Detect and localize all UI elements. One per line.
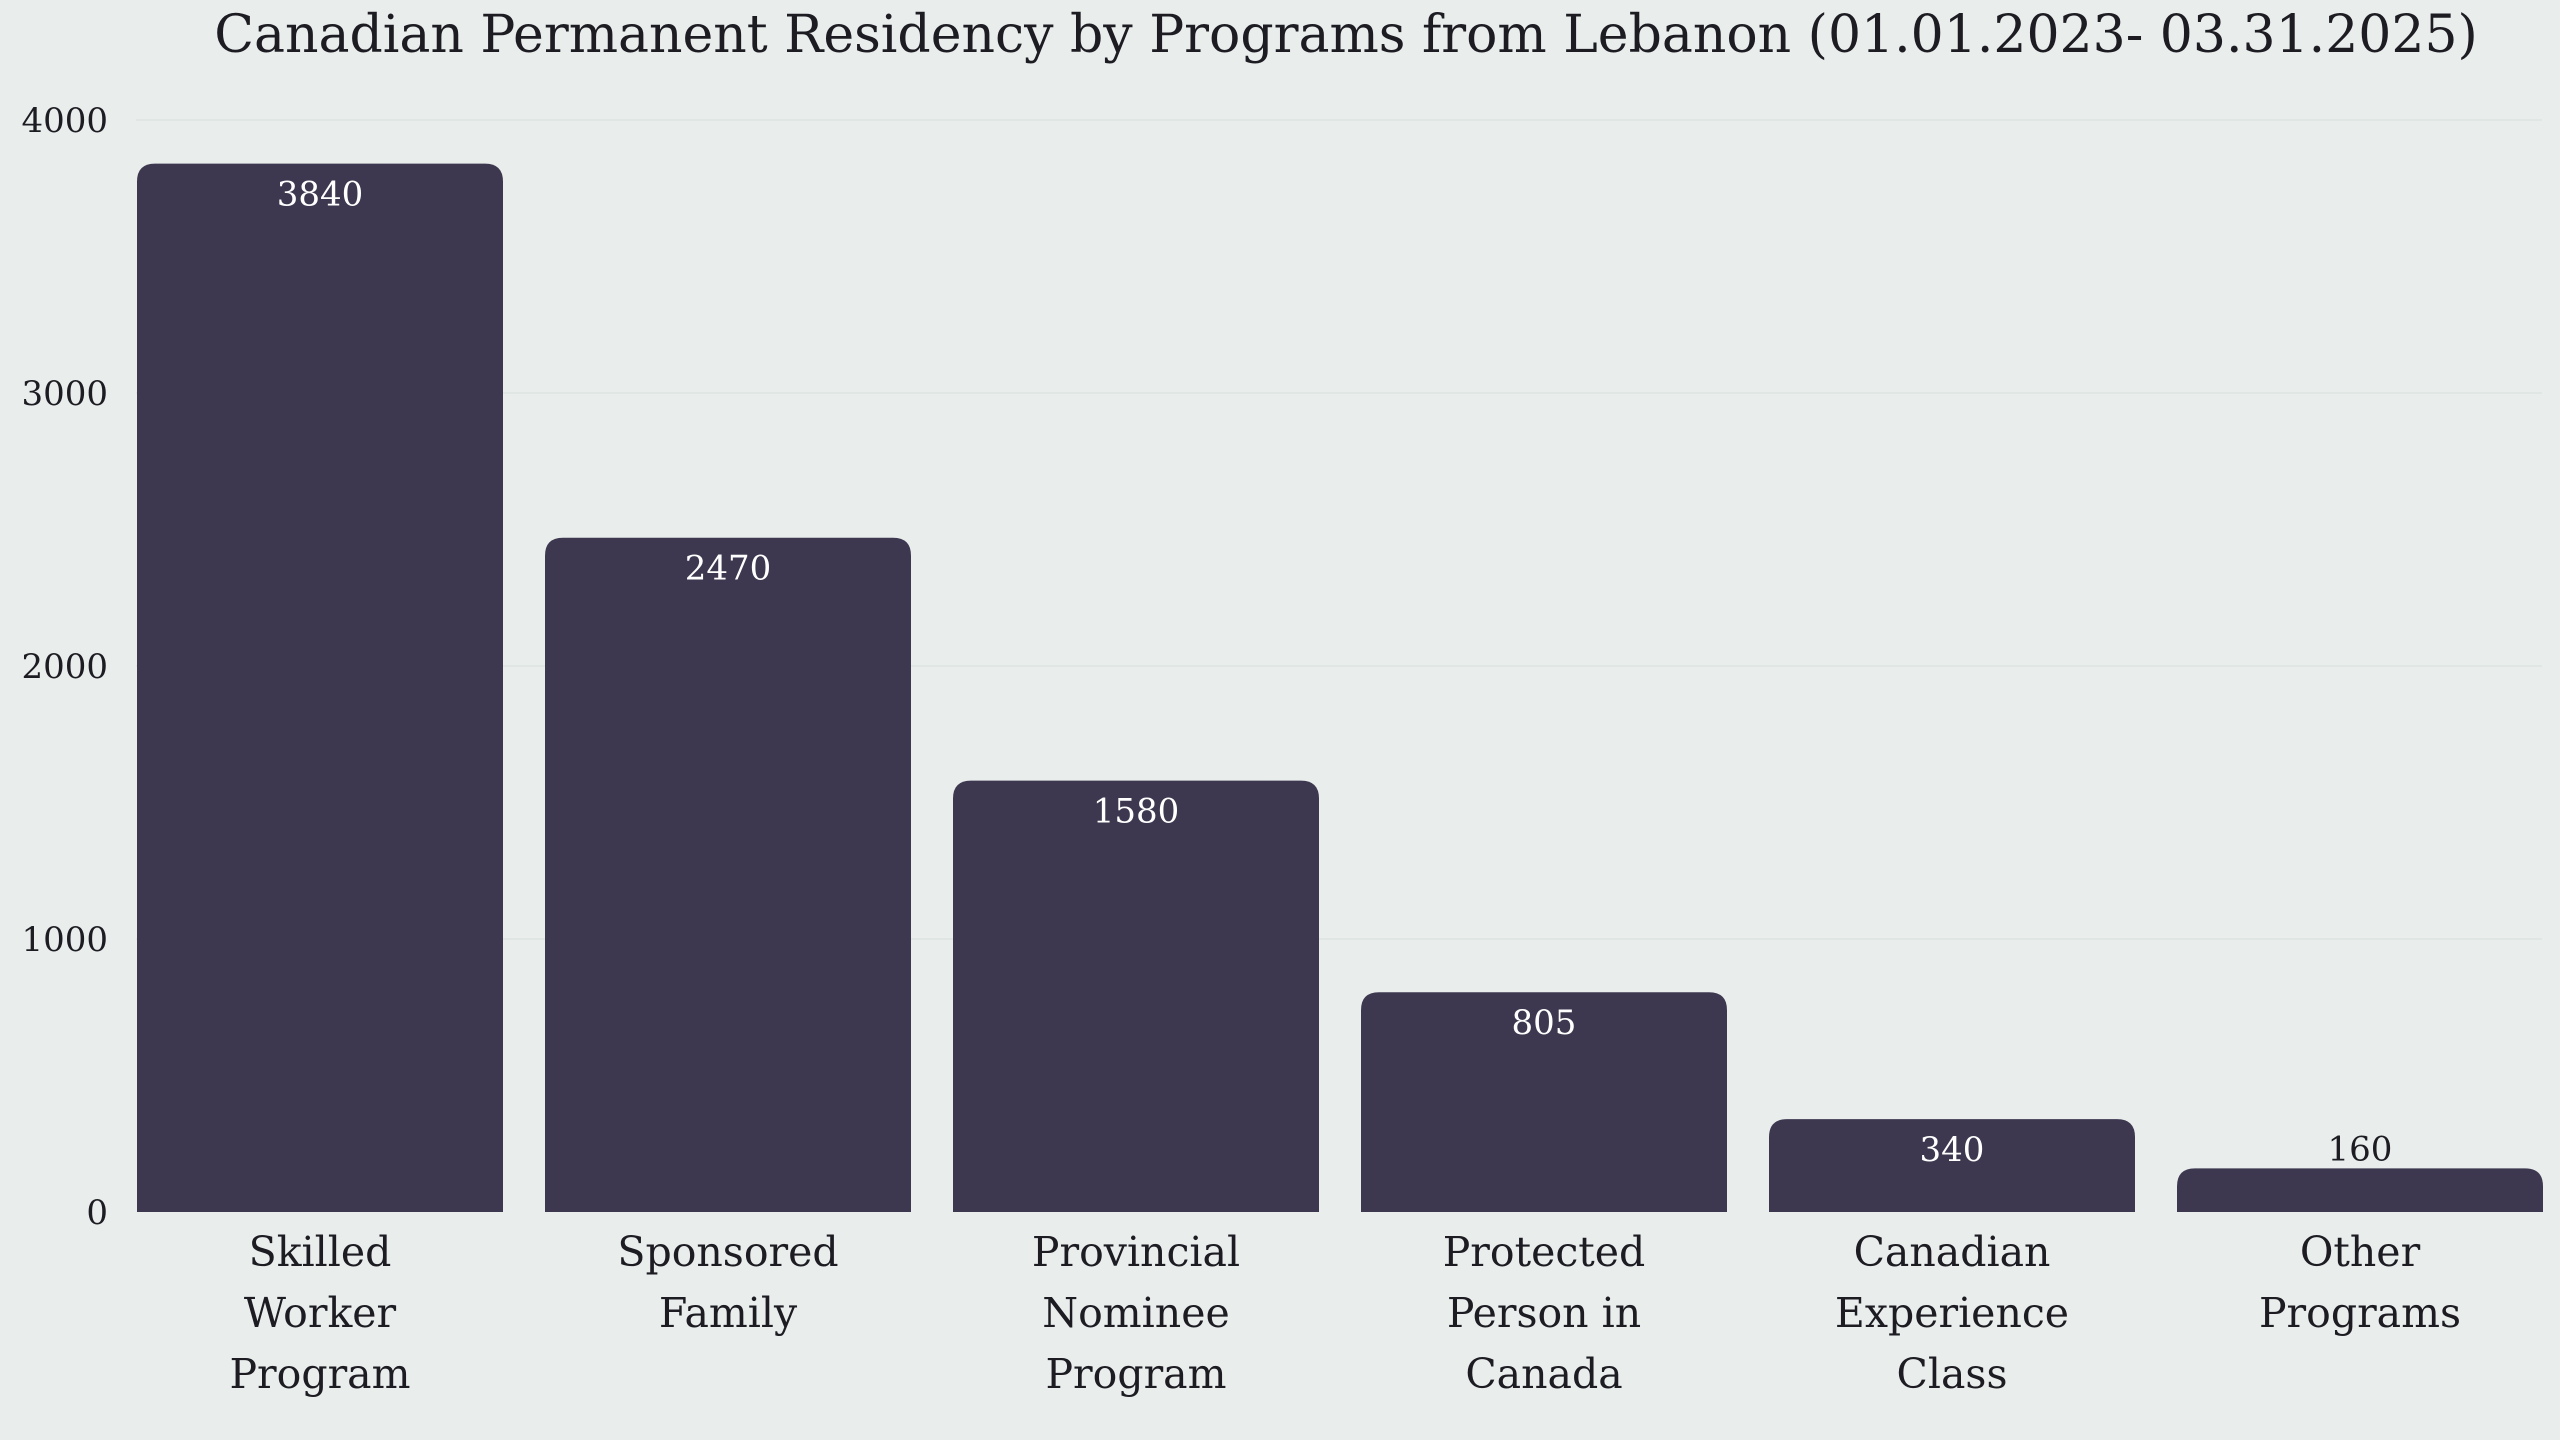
data-label: 2470 <box>685 549 772 589</box>
x-tick-label: Protected <box>1443 1228 1646 1276</box>
bar <box>1361 992 1727 1212</box>
x-tick-label: Canada <box>1465 1350 1622 1398</box>
bar <box>2177 1168 2543 1212</box>
data-label: 805 <box>1512 1003 1577 1043</box>
x-tick-label: Skilled <box>249 1228 392 1276</box>
data-label: 3840 <box>277 175 364 215</box>
x-tick-label: Programs <box>2259 1289 2461 1337</box>
bar <box>545 537 911 1212</box>
gridlines <box>136 119 2542 940</box>
x-tick-label: Program <box>229 1350 410 1398</box>
data-labels: 3840 2470 1580 805 340 160 <box>277 175 2393 1171</box>
y-tick-label: 2000 <box>21 647 108 687</box>
bar <box>1769 1119 2135 1212</box>
x-axis: Skilled Worker Program Sponsored Family Provi… <box>229 1228 2461 1398</box>
x-tick-label: Person in <box>1447 1289 1641 1337</box>
x-tick-label: Provincial <box>1032 1228 1240 1276</box>
y-tick-label: 0 <box>86 1193 108 1233</box>
x-tick-label: Canadian <box>1854 1228 2051 1276</box>
y-axis: 0 1000 2000 3000 4000 <box>21 101 108 1233</box>
data-label: 1580 <box>1093 792 1180 832</box>
x-tick-label: Other <box>2300 1228 2421 1276</box>
x-tick-label: Worker <box>244 1289 397 1337</box>
bar <box>137 163 503 1213</box>
x-tick-label: Class <box>1896 1350 2007 1398</box>
x-tick-label: Sponsored <box>617 1228 838 1276</box>
data-label: 160 <box>2328 1129 2393 1169</box>
x-tick-label: Experience <box>1835 1289 2069 1337</box>
y-tick-label: 3000 <box>21 374 108 414</box>
bar <box>953 780 1319 1212</box>
x-tick-label: Family <box>659 1289 798 1337</box>
y-tick-label: 4000 <box>21 101 108 141</box>
x-tick-label: Nominee <box>1042 1289 1229 1337</box>
data-label: 340 <box>1920 1130 1985 1170</box>
y-tick-label: 1000 <box>21 920 108 960</box>
bars <box>137 163 2543 1213</box>
x-tick-label: Program <box>1045 1350 1226 1398</box>
chart-title: Canadian Permanent Residency by Programs… <box>214 5 2478 65</box>
